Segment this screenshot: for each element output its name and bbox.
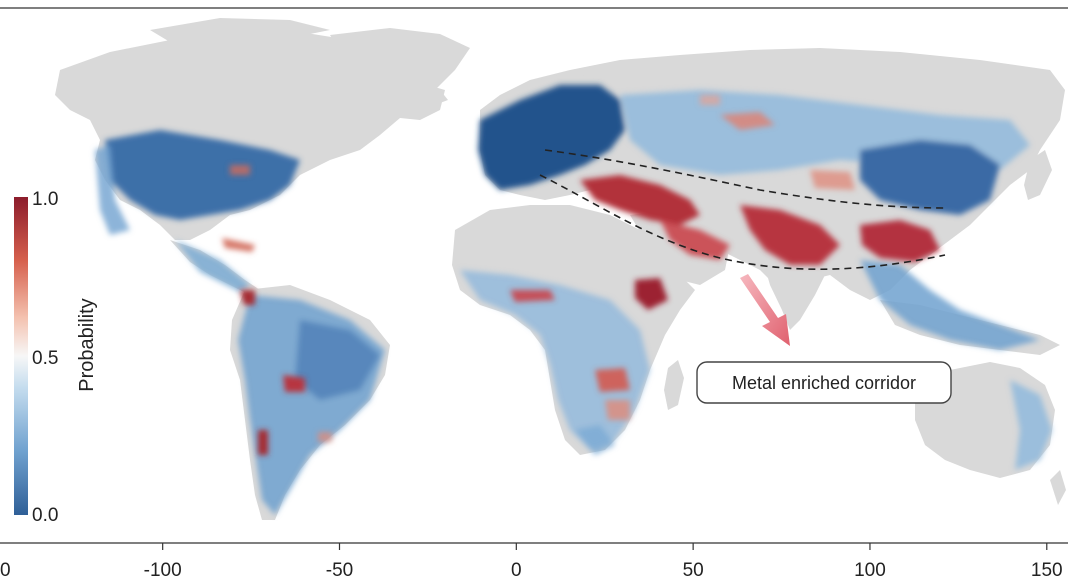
lon-tick-label: 0 <box>0 560 11 580</box>
lon-tick-label: 100 <box>854 560 886 580</box>
lon-tick-label: 50 <box>683 560 704 580</box>
colorbar-max-label: 1.0 <box>32 189 58 210</box>
high-probability-regions <box>222 95 940 455</box>
madagascar <box>664 360 684 410</box>
annotation-label-box: Metal enriched corridor <box>696 361 952 404</box>
lon-tick-label: 0 <box>511 560 522 580</box>
iceland <box>420 90 448 106</box>
colorbar-min-label: 0.0 <box>32 505 58 526</box>
low-probability-regions <box>95 85 1052 515</box>
lon-tick-label: 150 <box>1031 560 1063 580</box>
india-subcontinent <box>760 245 830 330</box>
arctic-islands <box>150 18 330 44</box>
corridor-boundary-lines <box>539 149 946 271</box>
colorbar-mid-label: 0.5 <box>32 348 58 369</box>
lon-tick-label: -50 <box>326 560 353 580</box>
greenland-landmass <box>330 28 470 110</box>
corridor-south-line <box>539 174 946 271</box>
colorbar-title: Probability <box>76 298 98 391</box>
colorbar: 1.0 0.5 0.0 Probability <box>14 189 98 526</box>
annotation-label-text: Metal enriched corridor <box>732 373 916 393</box>
lon-tick-label: -100 <box>144 560 182 580</box>
japan-islands <box>1024 150 1052 200</box>
longitude-axis: 0 -100 -50 0 50 100 150 <box>0 542 1068 580</box>
annotation-arrow <box>740 274 790 346</box>
new-zealand <box>1050 470 1066 505</box>
corridor-north-line <box>544 149 946 209</box>
colorbar-gradient <box>14 197 28 515</box>
